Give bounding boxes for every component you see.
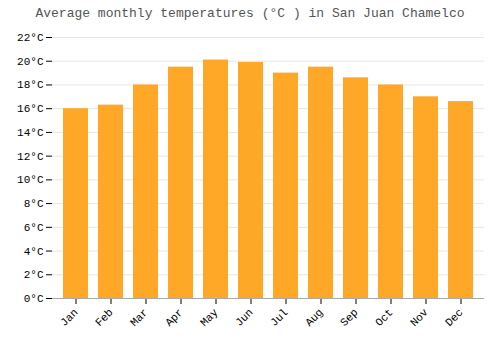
svg-text:22°C: 22°C [17, 32, 44, 44]
svg-text:May: May [198, 306, 221, 329]
svg-text:12°C: 12°C [17, 151, 44, 163]
svg-text:Jun: Jun [233, 306, 255, 328]
svg-text:Feb: Feb [93, 306, 115, 328]
svg-text:0°C: 0°C [24, 293, 44, 305]
svg-text:14°C: 14°C [17, 127, 44, 139]
svg-text:Oct: Oct [373, 306, 395, 328]
svg-text:16°C: 16°C [17, 103, 44, 115]
svg-text:6°C: 6°C [24, 222, 44, 234]
svg-text:Dec: Dec [443, 306, 465, 328]
svg-text:Apr: Apr [163, 306, 185, 328]
svg-text:Nov: Nov [408, 306, 431, 329]
svg-text:Aug: Aug [303, 306, 325, 328]
svg-text:Sep: Sep [338, 306, 360, 328]
svg-text:Jan: Jan [58, 306, 80, 328]
svg-text:10°C: 10°C [17, 174, 44, 186]
svg-text:2°C: 2°C [24, 269, 44, 281]
svg-text:4°C: 4°C [24, 246, 44, 258]
svg-text:18°C: 18°C [17, 79, 44, 91]
svg-text:Mar: Mar [128, 306, 150, 328]
html-text:Average monthly temperatures (: Average monthly temperatures (°C ) in Sa… [35, 6, 465, 21]
svg-text:8°C: 8°C [24, 198, 44, 210]
svg-text:20°C: 20°C [17, 56, 44, 68]
svg-text:Jul: Jul [268, 306, 290, 328]
